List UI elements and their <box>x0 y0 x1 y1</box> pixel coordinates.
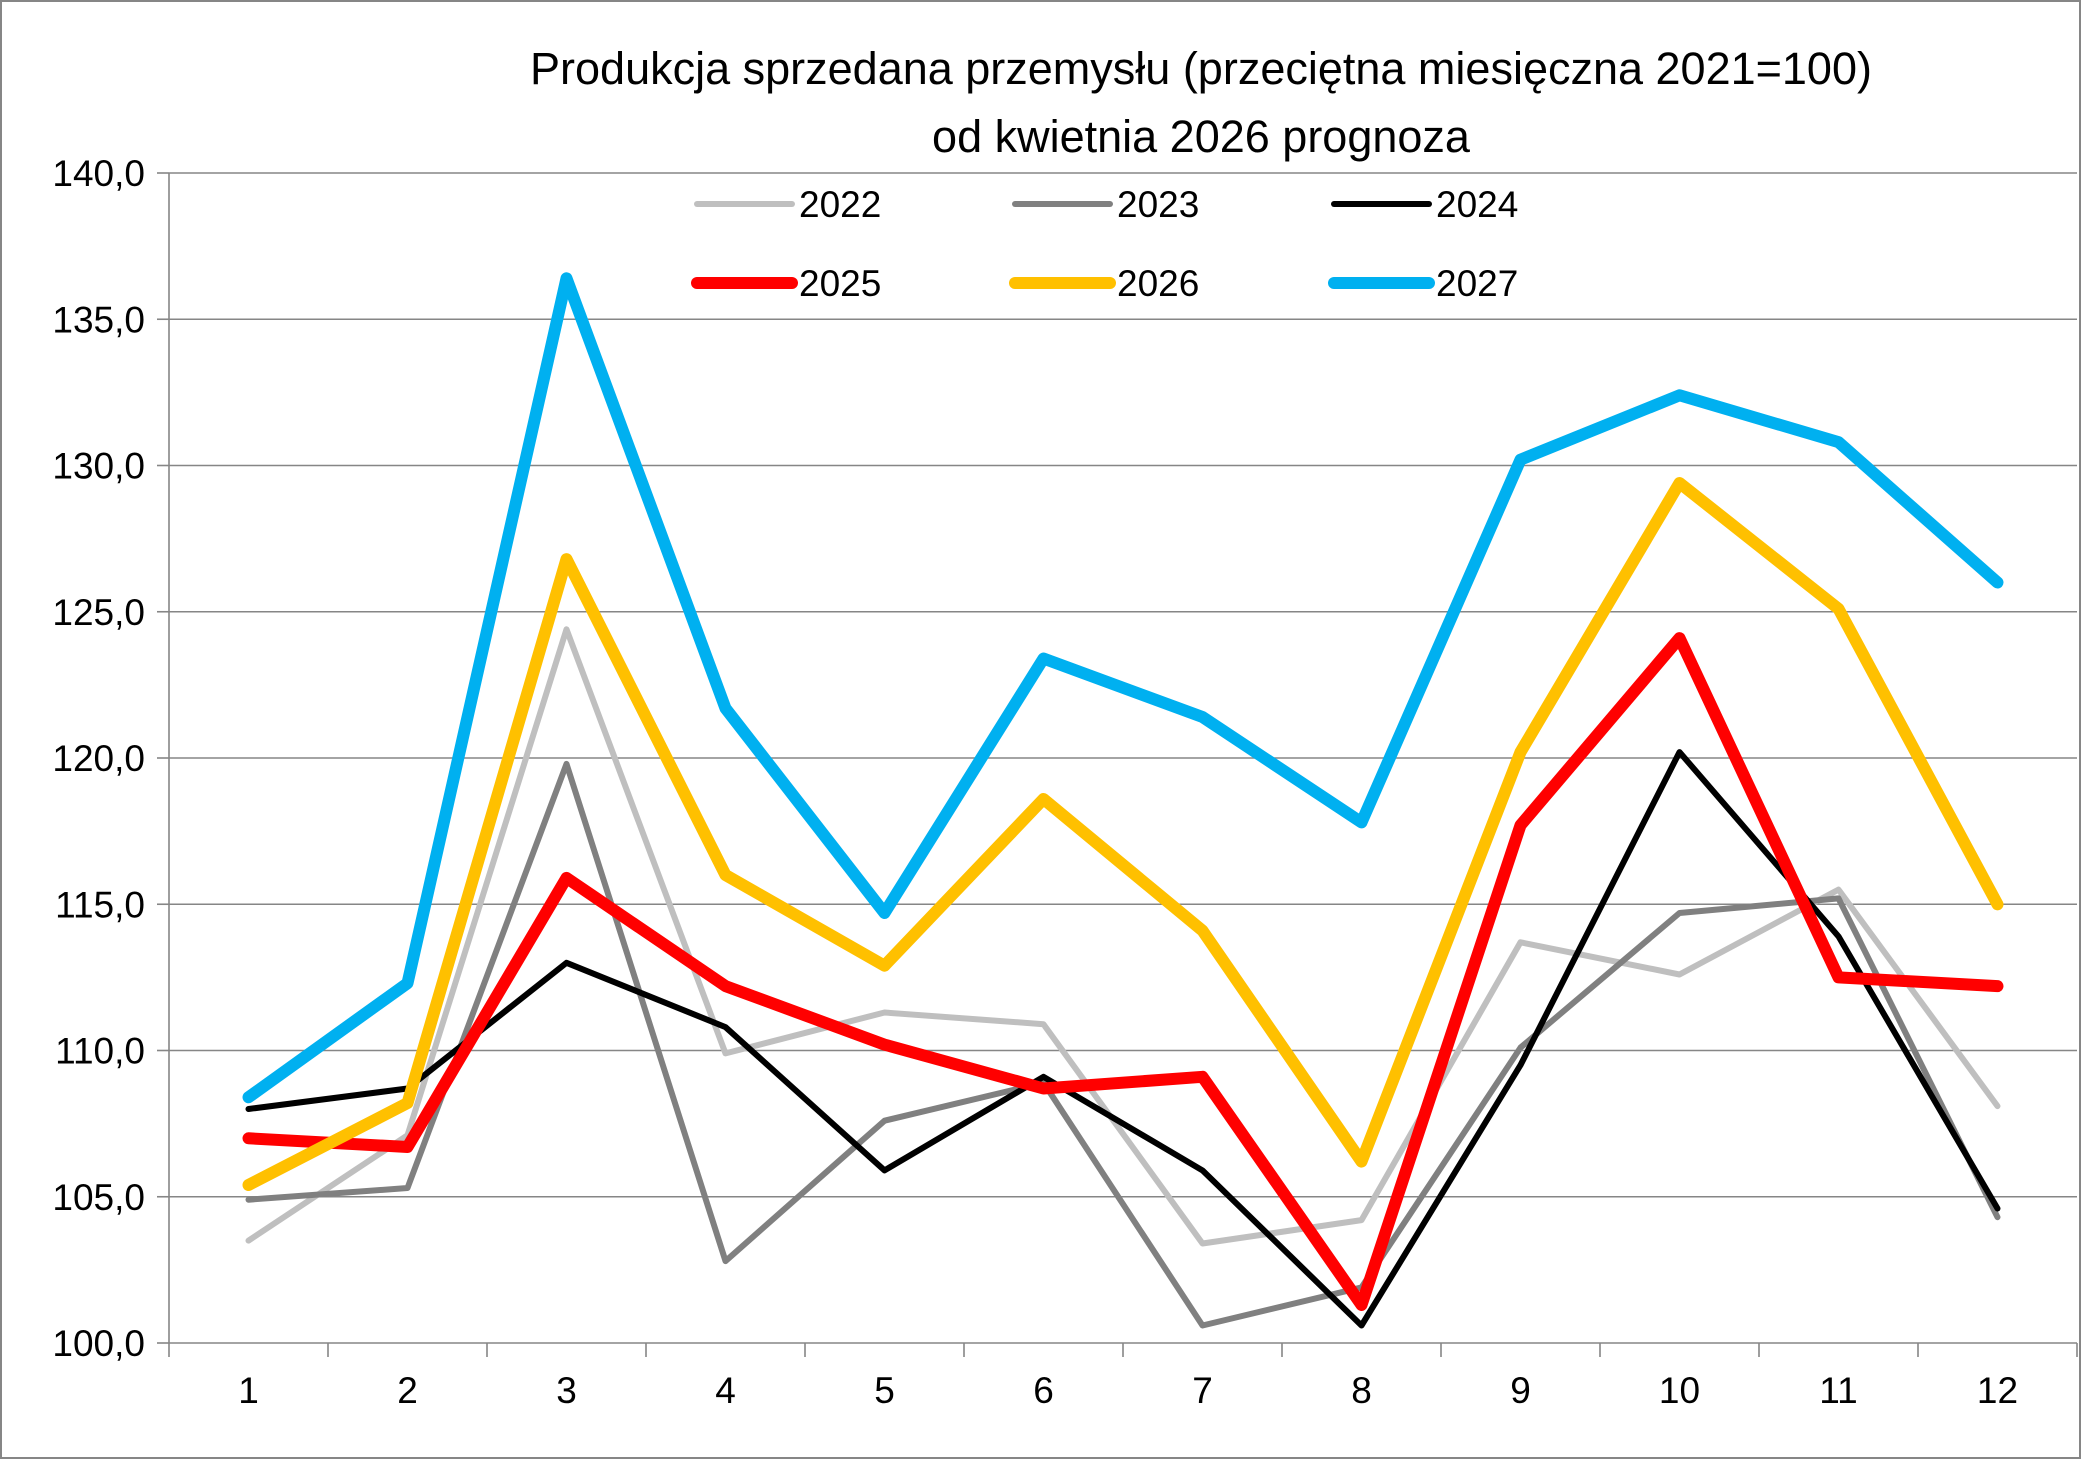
legend-label: 2023 <box>1117 184 1199 225</box>
series-line-2025 <box>242 632 2004 1311</box>
y-tick-label: 100,0 <box>52 1323 145 1364</box>
legend-label: 2024 <box>1436 184 1518 225</box>
series-lines <box>242 272 2004 1329</box>
y-axis-ticks: 100,0 105,0 110,0 115,0 120,0 125,0 130,0 135,0… <box>52 153 169 1364</box>
y-tick-label: 120,0 <box>52 738 145 779</box>
y-tick-label: 125,0 <box>52 592 145 633</box>
series-line-2023 <box>245 760 2001 1329</box>
y-tick-label: 130,0 <box>52 446 145 487</box>
legend-label: 2022 <box>799 184 881 225</box>
legend-label: 2027 <box>1436 263 1518 304</box>
x-tick-label: 2 <box>397 1370 418 1411</box>
x-tick-label: 10 <box>1659 1370 1700 1411</box>
x-axis-ticks: 1 2 3 4 5 6 7 8 9 10 11 12 <box>168 1343 2078 1411</box>
series-line-2024 <box>245 749 2001 1329</box>
y-tick-label: 135,0 <box>52 299 145 340</box>
x-tick-label: 7 <box>1192 1370 1213 1411</box>
legend-label: 2025 <box>799 263 881 304</box>
x-tick-label: 4 <box>715 1370 736 1411</box>
y-tick-label: 110,0 <box>55 1031 145 1072</box>
legend-item-2025: 2025 <box>691 263 881 304</box>
legend-item-2023: 2023 <box>1012 184 1199 225</box>
legend-item-2024: 2024 <box>1331 184 1518 225</box>
x-tick-label: 8 <box>1351 1370 1372 1411</box>
legend-item-2022: 2022 <box>694 184 881 225</box>
y-tick-label: 105,0 <box>52 1177 145 1218</box>
x-tick-label: 11 <box>1819 1370 1857 1411</box>
series-line-2022 <box>245 626 2001 1247</box>
x-tick-label: 9 <box>1510 1370 1531 1411</box>
legend-item-2027: 2027 <box>1328 263 1518 304</box>
x-tick-label: 5 <box>874 1370 895 1411</box>
x-tick-label: 3 <box>556 1370 577 1411</box>
y-tick-label: 115,0 <box>55 884 145 925</box>
x-tick-label: 6 <box>1033 1370 1054 1411</box>
legend-label: 2026 <box>1117 263 1199 304</box>
legend-item-2026: 2026 <box>1009 263 1199 304</box>
legend: 2022 2023 2024 2025 2026 2027 <box>691 184 1518 304</box>
chart-subtitle: od kwietnia 2026 prognoza <box>932 111 1471 162</box>
chart-title: Produkcja sprzedana przemysłu (przeciętn… <box>530 43 1872 94</box>
series-line-2026 <box>242 477 2004 1191</box>
x-tick-label: 12 <box>1977 1370 2018 1411</box>
series-line-2027 <box>242 272 2004 1104</box>
x-tick-label: 1 <box>238 1370 259 1411</box>
y-tick-label: 140,0 <box>52 153 145 194</box>
